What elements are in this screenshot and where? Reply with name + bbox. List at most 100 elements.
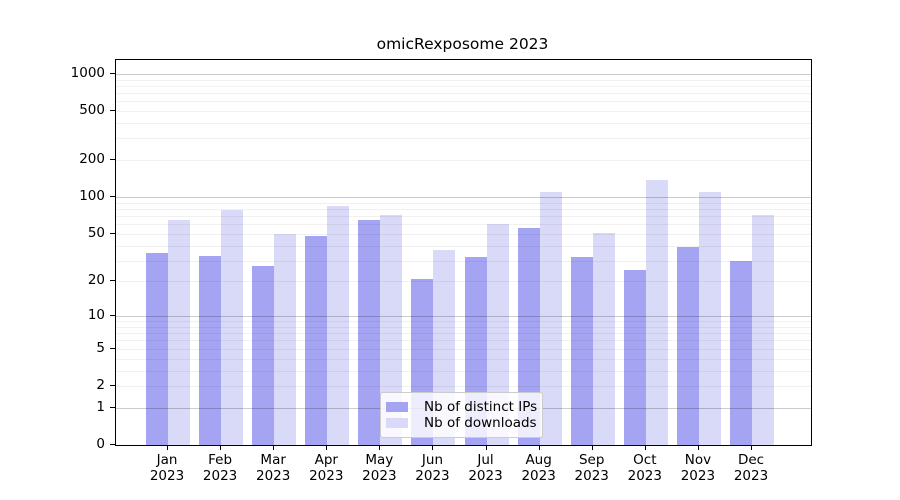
- y-tick-mark: [110, 444, 115, 445]
- bar-downloads: [645, 179, 668, 445]
- y-tick-label: 2: [96, 376, 105, 393]
- bar-distinct-ips: [305, 235, 328, 445]
- y-tick-label: 20: [87, 272, 105, 289]
- legend-swatch-downloads: [386, 418, 408, 428]
- x-tick-label: Sep 2023: [562, 452, 622, 484]
- y-tick-label: 200: [79, 151, 105, 168]
- x-tick-label: Jul 2023: [456, 452, 516, 484]
- gridline-minor: [116, 233, 811, 235]
- gridline-minor: [116, 79, 811, 81]
- x-tick-year: 2023: [574, 467, 609, 484]
- y-tick-mark: [110, 315, 115, 317]
- bar-distinct-ips: [199, 255, 222, 445]
- x-tick-month: Mar: [260, 452, 286, 468]
- y-tick-label: 50: [87, 224, 105, 241]
- x-tick-year: 2023: [202, 467, 238, 484]
- y-tick-label: 100: [79, 188, 105, 205]
- bar-downloads: [752, 214, 774, 445]
- x-tick-year: 2023: [149, 467, 185, 484]
- x-tick-year: 2023: [255, 467, 291, 484]
- bar-downloads: [539, 192, 562, 445]
- x-tick-month: Dec: [737, 452, 765, 468]
- y-tick-mark: [110, 347, 115, 349]
- bar-downloads: [486, 224, 509, 445]
- gridline-minor: [116, 123, 811, 125]
- gridline-minor: [116, 85, 811, 87]
- x-tick-label: Oct 2023: [615, 452, 675, 484]
- x-tick-month: Jul: [477, 452, 494, 468]
- plot-area: [115, 59, 812, 446]
- x-tick-mark: [751, 445, 752, 450]
- x-tick-year: 2023: [521, 467, 556, 484]
- x-tick-label: May 2023: [349, 452, 409, 484]
- gridline-minor: [116, 281, 811, 283]
- gridline-minor: [116, 370, 811, 372]
- x-tick-month: Aug: [525, 452, 552, 468]
- bar-distinct-ips: [358, 219, 381, 445]
- gridline-minor: [116, 340, 811, 342]
- gridline-minor: [116, 111, 811, 113]
- legend-item-distinct-ips: Nb of distinct IPs: [386, 399, 542, 415]
- x-tick-year: 2023: [468, 467, 503, 484]
- y-tick-label: 10: [87, 307, 105, 324]
- x-tick-mark: [591, 445, 593, 450]
- x-tick-mark: [485, 445, 487, 450]
- y-tick-mark: [110, 72, 115, 74]
- gridline-minor: [116, 202, 811, 204]
- x-tick-mark: [326, 445, 328, 450]
- bar-distinct-ips: [517, 227, 540, 445]
- x-tick-mark: [432, 445, 434, 450]
- y-tick-label: 0: [96, 436, 105, 452]
- x-tick-label: Apr 2023: [296, 452, 356, 484]
- bar-distinct-ips: [623, 270, 646, 445]
- x-tick-year: 2023: [362, 467, 397, 484]
- bar-distinct-ips: [676, 246, 699, 445]
- x-tick-label: Mar 2023: [243, 452, 303, 484]
- x-tick-mark: [167, 445, 168, 450]
- x-tick-mark: [379, 445, 381, 450]
- x-tick-month: Nov: [684, 452, 712, 468]
- bar-downloads: [592, 232, 615, 445]
- x-tick-year: 2023: [680, 467, 716, 484]
- x-tick-label: Jan 2023: [137, 452, 197, 484]
- x-tick-month: Sep: [578, 452, 605, 468]
- bar-downloads: [274, 233, 297, 445]
- x-tick-label: Nov 2023: [668, 452, 728, 484]
- y-tick-mark: [110, 232, 115, 234]
- x-tick-mark: [644, 445, 646, 450]
- legend-label-distinct-ips: Nb of distinct IPs: [424, 399, 538, 415]
- x-tick-mark: [273, 445, 275, 450]
- gridline-minor: [116, 245, 811, 247]
- legend: Nb of distinct IPs Nb of downloads: [380, 392, 543, 438]
- y-tick-mark: [110, 196, 115, 198]
- gridline-minor: [116, 385, 811, 387]
- gridline-major: [116, 73, 811, 75]
- x-tick-month: May: [365, 452, 394, 468]
- x-tick-month: Apr: [314, 452, 338, 468]
- x-tick-year: 2023: [415, 467, 450, 484]
- y-tick-mark: [110, 384, 115, 386]
- gridline-minor: [116, 260, 811, 262]
- y-tick-mark: [110, 110, 115, 112]
- gridline-major: [116, 316, 811, 318]
- x-tick-year: 2023: [733, 467, 769, 484]
- y-tick-mark: [110, 159, 115, 161]
- bar-distinct-ips: [252, 266, 275, 445]
- y-tick-label: 5: [96, 339, 105, 356]
- bar-distinct-ips: [146, 252, 168, 445]
- gridline-minor: [116, 333, 811, 335]
- x-tick-year: 2023: [309, 467, 344, 484]
- x-tick-label: Jun 2023: [402, 452, 462, 484]
- x-tick-label: Aug 2023: [509, 452, 569, 484]
- gridline-minor: [116, 348, 811, 350]
- gridline-major: [116, 197, 811, 199]
- gridline-minor: [116, 224, 811, 226]
- legend-item-downloads: Nb of downloads: [386, 415, 542, 431]
- bar-distinct-ips: [570, 257, 593, 445]
- bar-downloads: [380, 214, 403, 445]
- x-tick-month: Jan: [156, 452, 178, 468]
- gridline-minor: [116, 208, 811, 210]
- bar-downloads: [698, 192, 721, 445]
- y-tick-label: 1: [96, 398, 105, 415]
